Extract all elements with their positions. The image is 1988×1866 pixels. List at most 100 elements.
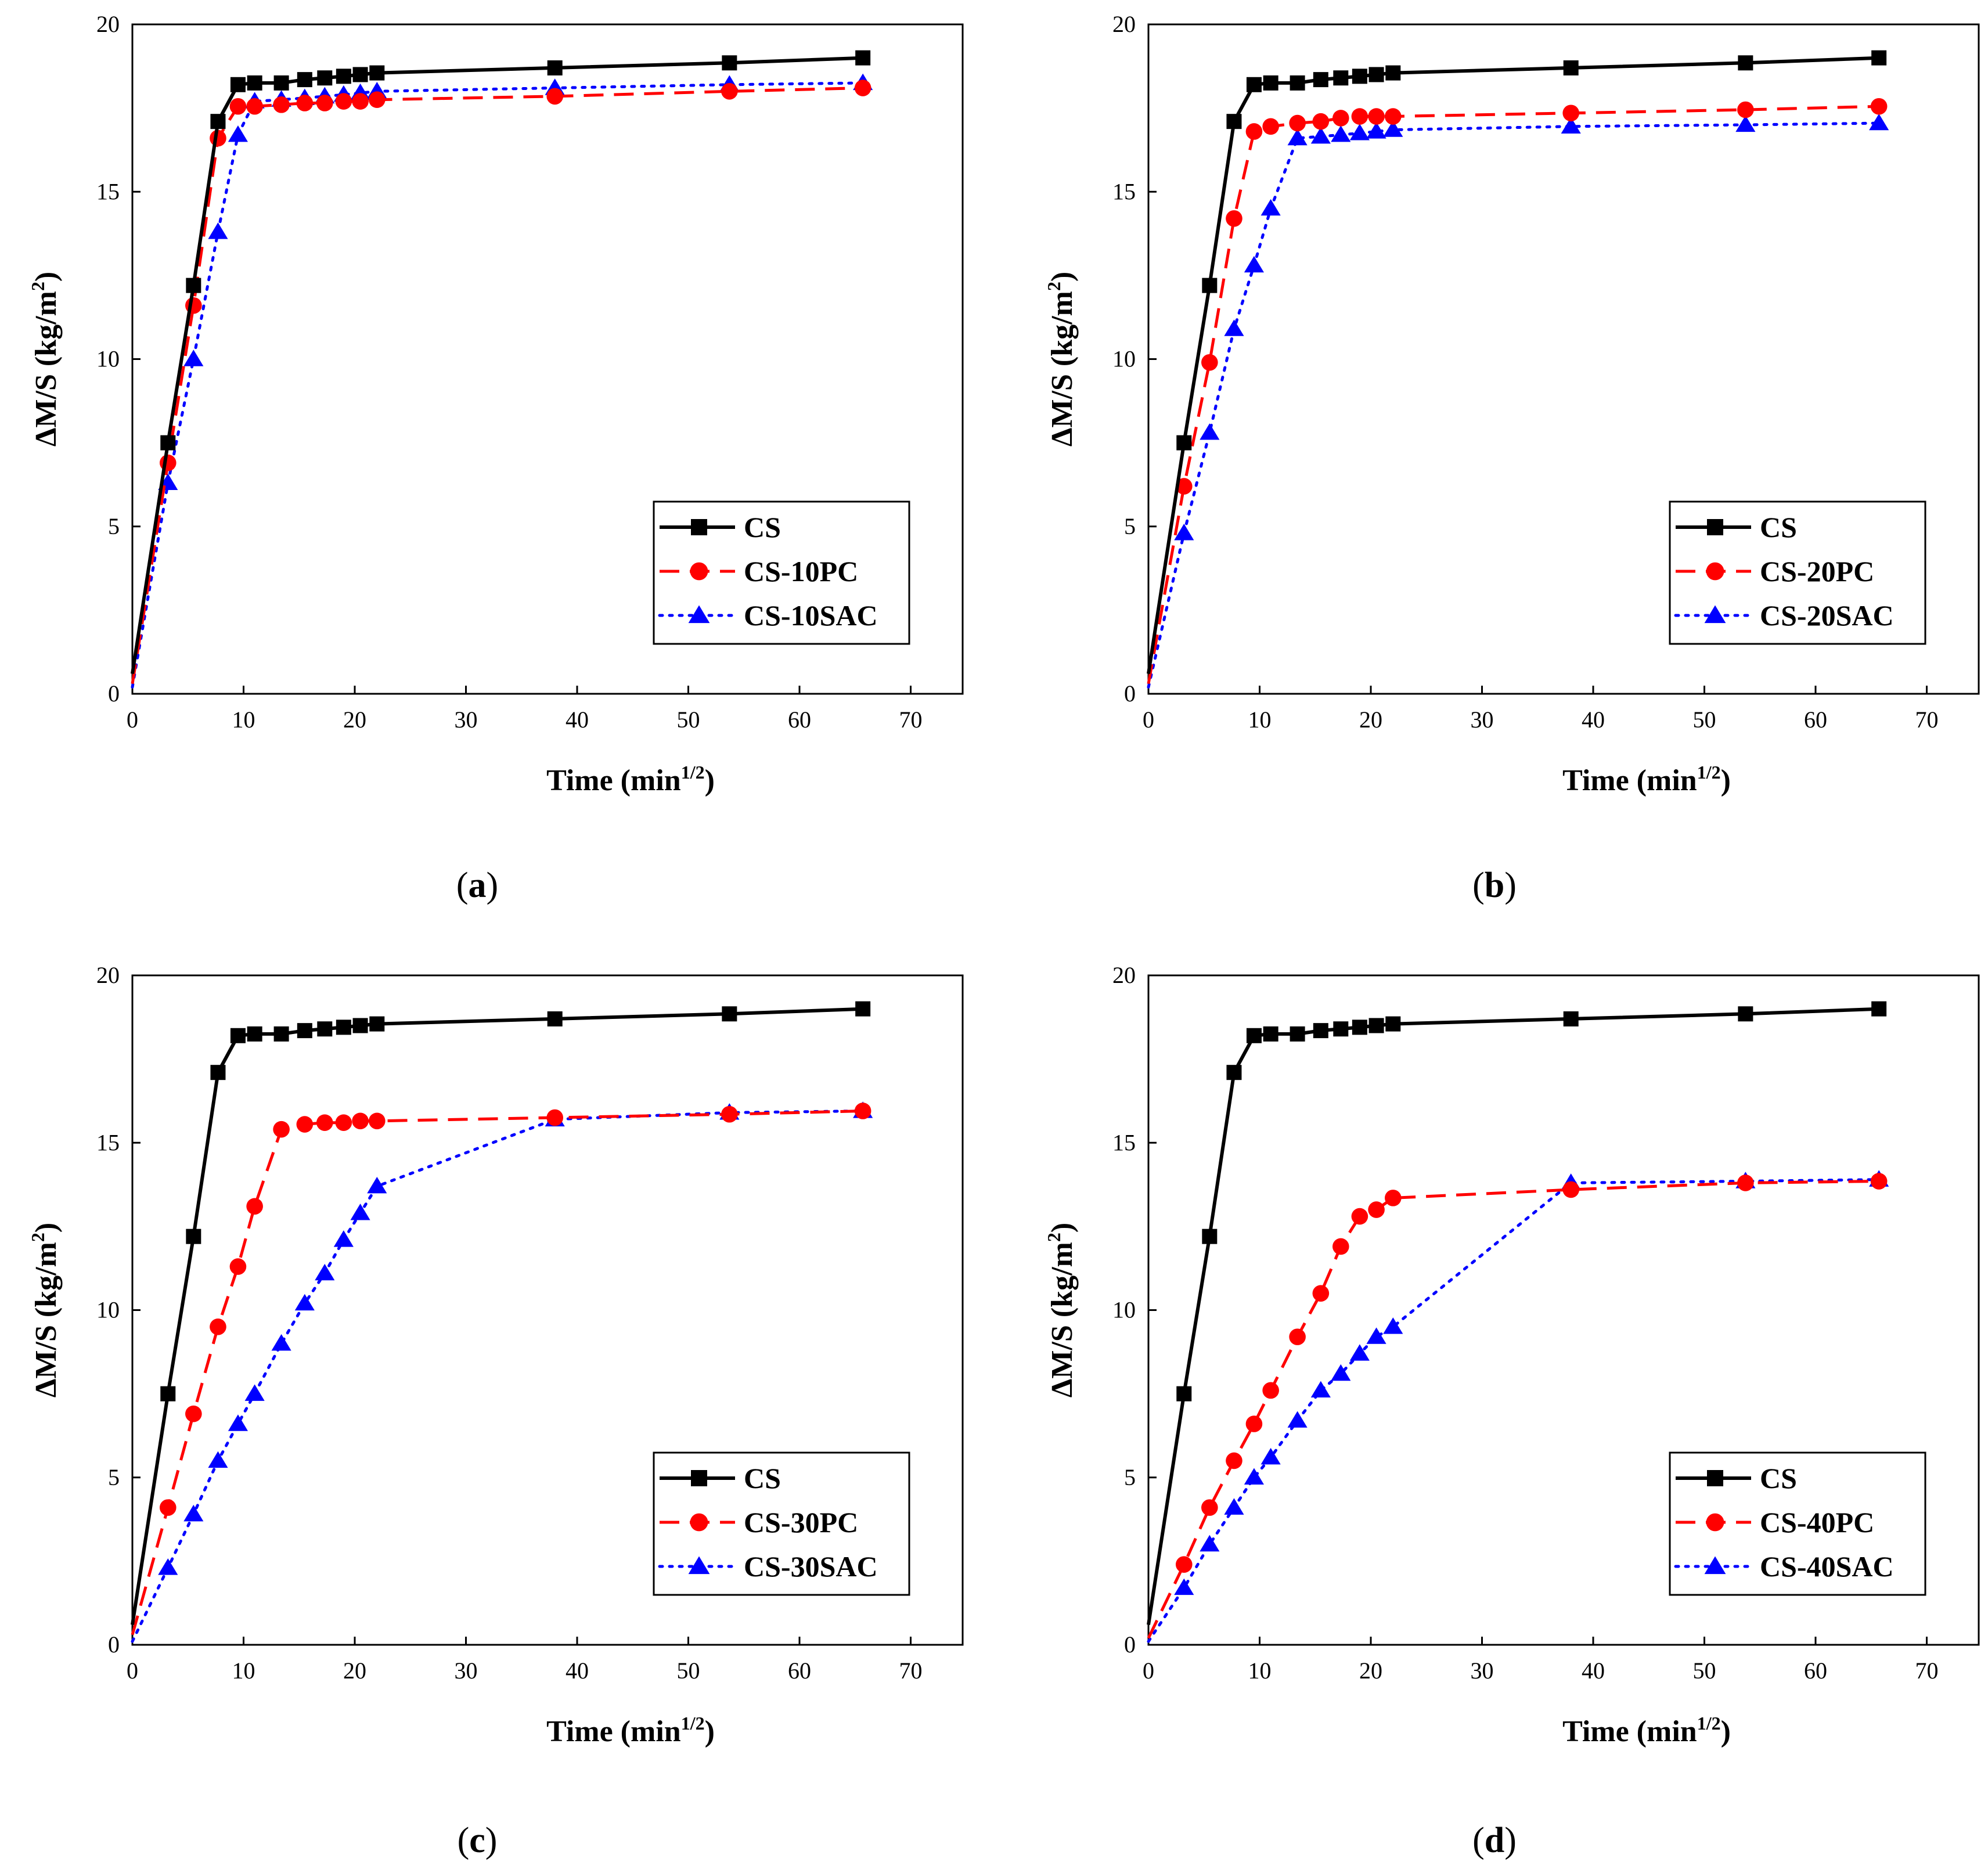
data-point — [271, 1334, 291, 1351]
series-line — [1147, 1180, 1879, 1639]
data-point — [1385, 1190, 1402, 1206]
legend-marker — [691, 519, 707, 535]
x-tick-label: 70 — [899, 1658, 923, 1684]
data-point — [1201, 1499, 1218, 1516]
data-point — [1176, 1386, 1192, 1402]
legend-marker — [688, 1556, 710, 1575]
data-point — [1563, 60, 1579, 75]
data-point — [230, 1028, 246, 1043]
data-point — [229, 98, 247, 115]
data-point — [1349, 1344, 1370, 1361]
data-point — [1244, 255, 1264, 273]
data-point — [547, 1011, 563, 1026]
data-point — [547, 60, 563, 75]
chart-panel-c: 0 10 20 30 40 50 60 70 0 5 10 15 20 Time (min1/2) ΔM/S… — [27, 962, 964, 1860]
legend-label: CS-10PC — [744, 555, 858, 588]
x-tick-label: 0 — [127, 707, 138, 733]
data-point — [1385, 1016, 1401, 1032]
data-point — [1289, 1328, 1306, 1345]
data-point — [1244, 1468, 1264, 1485]
data-point — [1226, 1065, 1242, 1080]
data-point — [1224, 1498, 1244, 1515]
legend-marker — [1707, 1470, 1723, 1486]
data-point — [229, 1258, 247, 1275]
data-point — [369, 65, 385, 81]
data-point — [721, 83, 738, 100]
data-point — [352, 93, 369, 110]
legend-marker — [690, 1513, 708, 1532]
data-point — [273, 1026, 289, 1042]
data-point — [230, 77, 246, 92]
y-axis-title: ΔM/S (kg/m2) — [27, 1223, 63, 1397]
data-point — [1368, 1201, 1385, 1218]
data-point — [1224, 319, 1244, 336]
data-point — [1352, 69, 1367, 84]
y-tick-label: 15 — [1112, 178, 1136, 204]
series-line — [131, 87, 863, 685]
legend-label: CS — [1760, 511, 1797, 543]
y-tick-label: 5 — [108, 1464, 120, 1490]
data-point — [1383, 1317, 1403, 1334]
data-point — [1245, 1415, 1263, 1432]
chart-panel-a: 0 10 20 30 40 50 60 70 0 5 10 15 20 Time (min1/2) ΔM/S… — [27, 11, 964, 905]
legend-item-cs: CS — [1676, 511, 1797, 543]
x-tick-label: 30 — [1471, 1658, 1494, 1684]
data-point — [335, 93, 352, 110]
x-tick-label: 40 — [1582, 707, 1605, 733]
data-point — [317, 70, 333, 86]
data-point — [1368, 67, 1384, 82]
legend-label: CS — [744, 511, 781, 543]
data-point — [1332, 110, 1349, 127]
data-point — [316, 95, 333, 111]
y-tick-label: 20 — [96, 962, 120, 988]
data-point — [1735, 115, 1756, 132]
data-point — [1870, 1173, 1888, 1190]
x-axis-title: Time (min1/2) — [546, 762, 715, 797]
data-point — [244, 1384, 265, 1401]
legend-item-cs-20pc: CS-20PC — [1676, 555, 1874, 588]
x-axis-title: Time (min1/2) — [1562, 762, 1731, 797]
data-point — [1385, 65, 1401, 81]
y-tick-label: 20 — [1112, 11, 1136, 37]
data-point — [1333, 1021, 1349, 1037]
data-point — [210, 1065, 226, 1080]
x-tick-label: 20 — [343, 707, 366, 733]
y-axis-title: ΔM/S (kg/m2) — [1043, 1223, 1079, 1397]
data-point — [210, 114, 226, 129]
y-axis-title: ΔM/S (kg/m2) — [27, 272, 63, 446]
legend-label: CS-20SAC — [1760, 599, 1894, 632]
series-cs-20pc — [1147, 98, 1888, 685]
legend-item-cs-30pc: CS-30PC — [660, 1506, 858, 1539]
legend-marker — [1704, 1556, 1726, 1575]
data-point — [296, 95, 314, 111]
data-point — [1366, 122, 1386, 139]
series-cs — [131, 1001, 871, 1625]
legend-item-cs-10sac: CS-10SAC — [658, 599, 878, 632]
y-tick-label: 5 — [108, 513, 120, 539]
legend-item-cs-10pc: CS-10PC — [660, 555, 858, 588]
legend-marker — [1704, 605, 1726, 624]
series-cs — [131, 50, 871, 674]
data-point — [1310, 1381, 1331, 1398]
data-point — [1561, 117, 1581, 134]
data-point — [336, 1020, 351, 1035]
data-point — [1246, 77, 1262, 92]
series-cs — [1147, 1001, 1887, 1625]
data-point — [352, 1018, 368, 1033]
data-point — [247, 1026, 262, 1042]
y-tick-label: 10 — [96, 1297, 120, 1323]
series-line — [131, 1109, 865, 1643]
data-point — [160, 1386, 176, 1402]
data-point — [1263, 1026, 1278, 1042]
data-point — [1262, 118, 1279, 135]
data-point — [1312, 1285, 1330, 1302]
data-point — [160, 435, 176, 451]
legend-item-cs: CS — [1676, 1462, 1797, 1494]
data-point — [1290, 75, 1305, 91]
data-point — [1290, 1026, 1305, 1042]
data-point — [1313, 1023, 1328, 1039]
data-point — [1174, 524, 1194, 541]
data-point — [1737, 1175, 1754, 1191]
data-point — [369, 1112, 386, 1130]
data-point — [1333, 70, 1349, 86]
